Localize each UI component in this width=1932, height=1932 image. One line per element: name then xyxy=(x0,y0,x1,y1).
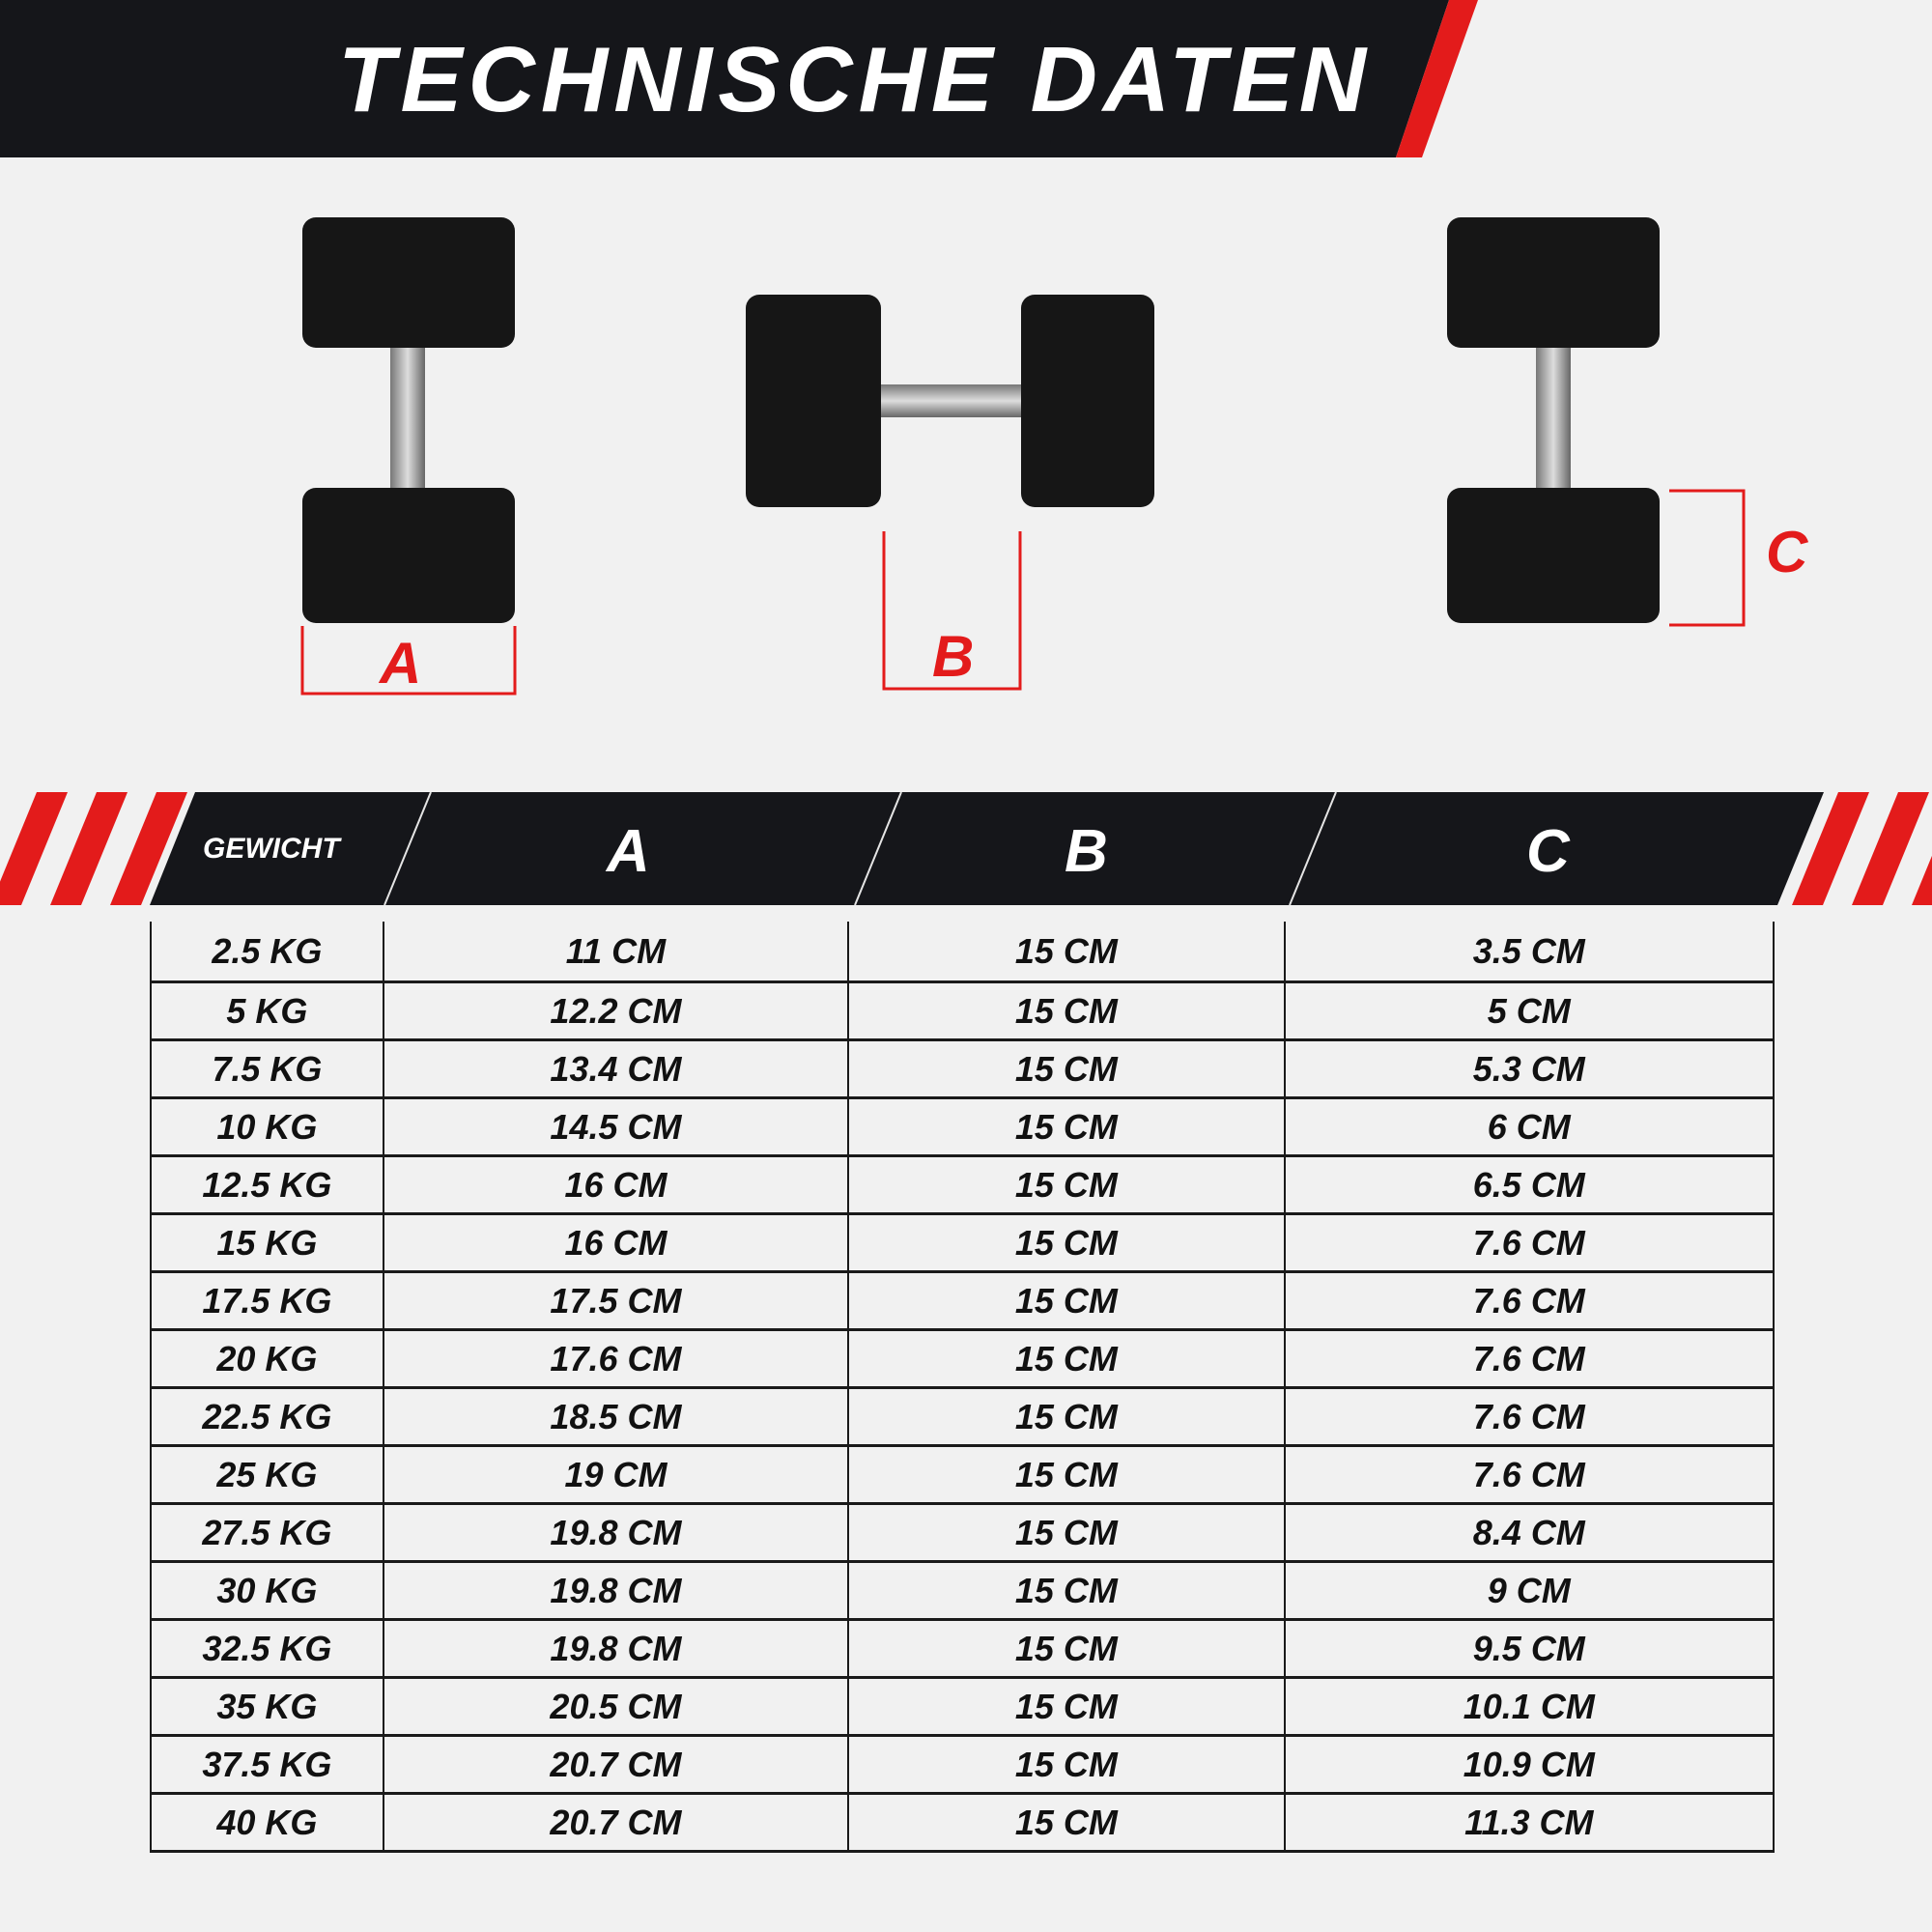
cell-weight: 35 KG xyxy=(150,1676,384,1737)
cell-c: 7.6 CM xyxy=(1283,1270,1776,1331)
cell-c: 5 CM xyxy=(1283,980,1776,1041)
cell-weight: 22.5 KG xyxy=(150,1386,384,1447)
header-c: C xyxy=(1526,818,1570,885)
cell-b: 15 CM xyxy=(847,1328,1286,1389)
cell-a: 20.7 CM xyxy=(382,1792,850,1853)
cell-a: 17.6 CM xyxy=(382,1328,850,1389)
cell-b: 15 CM xyxy=(847,1676,1286,1737)
cell-c: 7.6 CM xyxy=(1283,1444,1776,1505)
cell-weight: 10 KG xyxy=(150,1096,384,1157)
cell-c: 10.9 CM xyxy=(1283,1734,1776,1795)
cell-b: 15 CM xyxy=(847,922,1286,983)
cell-a: 14.5 CM xyxy=(382,1096,850,1157)
table-row: 20 KG 17.6 CM 15 CM 7.6 CM xyxy=(150,1328,1776,1389)
specs-table: 2.5 KG 11 CM 15 CM 3.5 CM 5 KG 12.2 CM 15 CM 5 … xyxy=(150,922,1776,1853)
table-row: 7.5 KG 13.4 CM 15 CM 5.3 CM xyxy=(150,1038,1776,1099)
header-gewicht: GEWICHT xyxy=(203,833,340,865)
cell-weight: 15 KG xyxy=(150,1212,384,1273)
dimension-b-bracket xyxy=(882,531,1022,691)
cell-a: 16 CM xyxy=(382,1154,850,1215)
cell-b: 15 CM xyxy=(847,1096,1286,1157)
table-row: 17.5 KG 17.5 CM 15 CM 7.6 CM xyxy=(150,1270,1776,1331)
cell-weight: 7.5 KG xyxy=(150,1038,384,1099)
cell-b: 15 CM xyxy=(847,980,1286,1041)
cell-b: 15 CM xyxy=(847,1792,1286,1853)
cell-a: 20.5 CM xyxy=(382,1676,850,1737)
dimension-c-label: C xyxy=(1766,520,1808,584)
cell-a: 19 CM xyxy=(382,1444,850,1505)
cell-c: 10.1 CM xyxy=(1283,1676,1776,1737)
cell-b: 15 CM xyxy=(847,1386,1286,1447)
cell-b: 15 CM xyxy=(847,1038,1286,1099)
cell-weight: 32.5 KG xyxy=(150,1618,384,1679)
table-row: 35 KG 20.5 CM 15 CM 10.1 CM xyxy=(150,1676,1776,1737)
cell-weight: 12.5 KG xyxy=(150,1154,384,1215)
header-a: A xyxy=(607,818,650,885)
cell-a: 19.8 CM xyxy=(382,1502,850,1563)
page-title: TECHNISCHE DATEN xyxy=(337,28,1373,131)
cell-a: 19.8 CM xyxy=(382,1560,850,1621)
cell-b: 15 CM xyxy=(847,1502,1286,1563)
cell-weight: 37.5 KG xyxy=(150,1734,384,1795)
table-row: 27.5 KG 19.8 CM 15 CM 8.4 CM xyxy=(150,1502,1776,1563)
dumbbell-diagrams xyxy=(300,217,1746,696)
cell-c: 5.3 CM xyxy=(1283,1038,1776,1099)
cell-weight: 17.5 KG xyxy=(150,1270,384,1331)
cell-c: 8.4 CM xyxy=(1283,1502,1776,1563)
cell-b: 15 CM xyxy=(847,1560,1286,1621)
dumbbell-height-view xyxy=(1447,217,1660,623)
table-row: 32.5 KG 19.8 CM 15 CM 9.5 CM xyxy=(150,1618,1776,1679)
cell-weight: 27.5 KG xyxy=(150,1502,384,1563)
cell-c: 9.5 CM xyxy=(1283,1618,1776,1679)
cell-b: 15 CM xyxy=(847,1444,1286,1505)
cell-weight: 20 KG xyxy=(150,1328,384,1389)
cell-a: 11 CM xyxy=(382,922,850,983)
table-row: 12.5 KG 16 CM 15 CM 6.5 CM xyxy=(150,1154,1776,1215)
cell-c: 3.5 CM xyxy=(1283,922,1776,983)
cell-a: 18.5 CM xyxy=(382,1386,850,1447)
title-banner xyxy=(0,0,1478,157)
cell-c: 7.6 CM xyxy=(1283,1212,1776,1273)
cell-weight: 30 KG xyxy=(150,1560,384,1621)
dimension-a-bracket xyxy=(300,626,517,696)
cell-a: 16 CM xyxy=(382,1212,850,1273)
cell-c: 9 CM xyxy=(1283,1560,1776,1621)
cell-weight: 2.5 KG xyxy=(150,922,384,983)
cell-b: 15 CM xyxy=(847,1618,1286,1679)
table-row: 40 KG 20.7 CM 15 CM 11.3 CM xyxy=(150,1792,1776,1853)
dimension-c-bracket xyxy=(1669,489,1746,627)
dimension-b-label: B xyxy=(932,624,975,689)
dimension-a-label: A xyxy=(380,631,422,696)
cell-weight: 25 KG xyxy=(150,1444,384,1505)
cell-a: 12.2 CM xyxy=(382,980,850,1041)
cell-c: 11.3 CM xyxy=(1283,1792,1776,1853)
cell-c: 7.6 CM xyxy=(1283,1328,1776,1389)
table-header-banner xyxy=(0,792,1932,906)
table-row: 2.5 KG 11 CM 15 CM 3.5 CM xyxy=(150,922,1776,983)
table-row: 37.5 KG 20.7 CM 15 CM 10.9 CM xyxy=(150,1734,1776,1795)
cell-c: 6.5 CM xyxy=(1283,1154,1776,1215)
table-row: 10 KG 14.5 CM 15 CM 6 CM xyxy=(150,1096,1776,1157)
dumbbell-front-view xyxy=(302,217,515,623)
cell-weight: 5 KG xyxy=(150,980,384,1041)
cell-b: 15 CM xyxy=(847,1212,1286,1273)
dumbbell-side-view xyxy=(746,295,1154,507)
cell-a: 13.4 CM xyxy=(382,1038,850,1099)
cell-c: 7.6 CM xyxy=(1283,1386,1776,1447)
table-row: 5 KG 12.2 CM 15 CM 5 CM xyxy=(150,980,1776,1041)
cell-a: 20.7 CM xyxy=(382,1734,850,1795)
cell-b: 15 CM xyxy=(847,1154,1286,1215)
cell-a: 17.5 CM xyxy=(382,1270,850,1331)
table-row: 30 KG 19.8 CM 15 CM 9 CM xyxy=(150,1560,1776,1621)
cell-b: 15 CM xyxy=(847,1270,1286,1331)
cell-weight: 40 KG xyxy=(150,1792,384,1853)
table-row: 22.5 KG 18.5 CM 15 CM 7.6 CM xyxy=(150,1386,1776,1447)
table-row: 25 KG 19 CM 15 CM 7.6 CM xyxy=(150,1444,1776,1505)
cell-a: 19.8 CM xyxy=(382,1618,850,1679)
cell-b: 15 CM xyxy=(847,1734,1286,1795)
cell-c: 6 CM xyxy=(1283,1096,1776,1157)
table-row: 15 KG 16 CM 15 CM 7.6 CM xyxy=(150,1212,1776,1273)
header-b: B xyxy=(1065,818,1108,885)
